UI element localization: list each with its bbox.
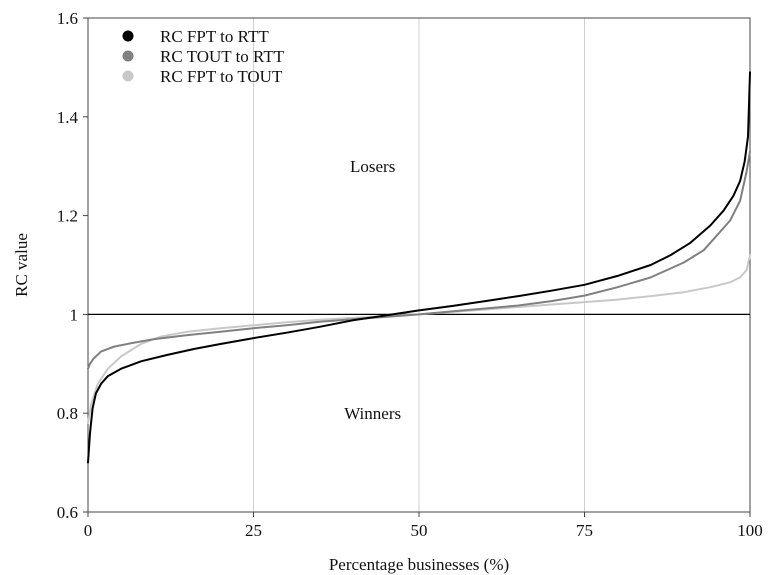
- axis-layer: 0 25 50 75 100 0.6 0.8 1 1.2 1.4 1.6: [57, 9, 763, 540]
- legend-label-rc-fpt-to-tout: RC FPT to TOUT: [160, 67, 283, 86]
- x-tick-label-0: 0: [84, 521, 93, 540]
- series-line-rc-tout-to-rtt: [87, 150, 751, 370]
- legend-marker-rc-fpt-to-rtt: [122, 30, 134, 42]
- y-tick-label-1: 0.8: [57, 404, 78, 423]
- x-tick-label-3: 75: [576, 521, 593, 540]
- y-axis-title: RC value: [12, 233, 31, 297]
- x-tick-label-4: 100: [737, 521, 763, 540]
- x-tick-label-1: 25: [245, 521, 262, 540]
- y-tick-label-4: 1.4: [57, 108, 79, 127]
- series-line-rc-fpt-to-rtt: [87, 71, 751, 464]
- legend-marker-rc-fpt-to-tout: [122, 70, 134, 82]
- legend-label-rc-fpt-to-rtt: RC FPT to RTT: [160, 27, 269, 46]
- legend-label-rc-tout-to-rtt: RC TOUT to RTT: [160, 47, 285, 66]
- annotation-losers: Losers: [350, 157, 395, 176]
- y-tick-label-0: 0.6: [57, 503, 78, 522]
- x-axis-title: Percentage businesses (%): [329, 555, 509, 574]
- legend-marker-rc-tout-to-rtt: [122, 50, 134, 62]
- series-layer: [87, 71, 751, 464]
- y-tick-label-5: 1.6: [57, 9, 78, 28]
- grid-layer: [253, 18, 585, 512]
- annotation-winners: Winners: [344, 404, 401, 423]
- x-tick-label-2: 50: [411, 521, 428, 540]
- y-tick-label-3: 1.2: [57, 207, 78, 226]
- legend: RC FPT to RTT RC TOUT to RTT RC FPT to T…: [122, 27, 285, 86]
- y-tick-label-2: 1: [70, 305, 79, 324]
